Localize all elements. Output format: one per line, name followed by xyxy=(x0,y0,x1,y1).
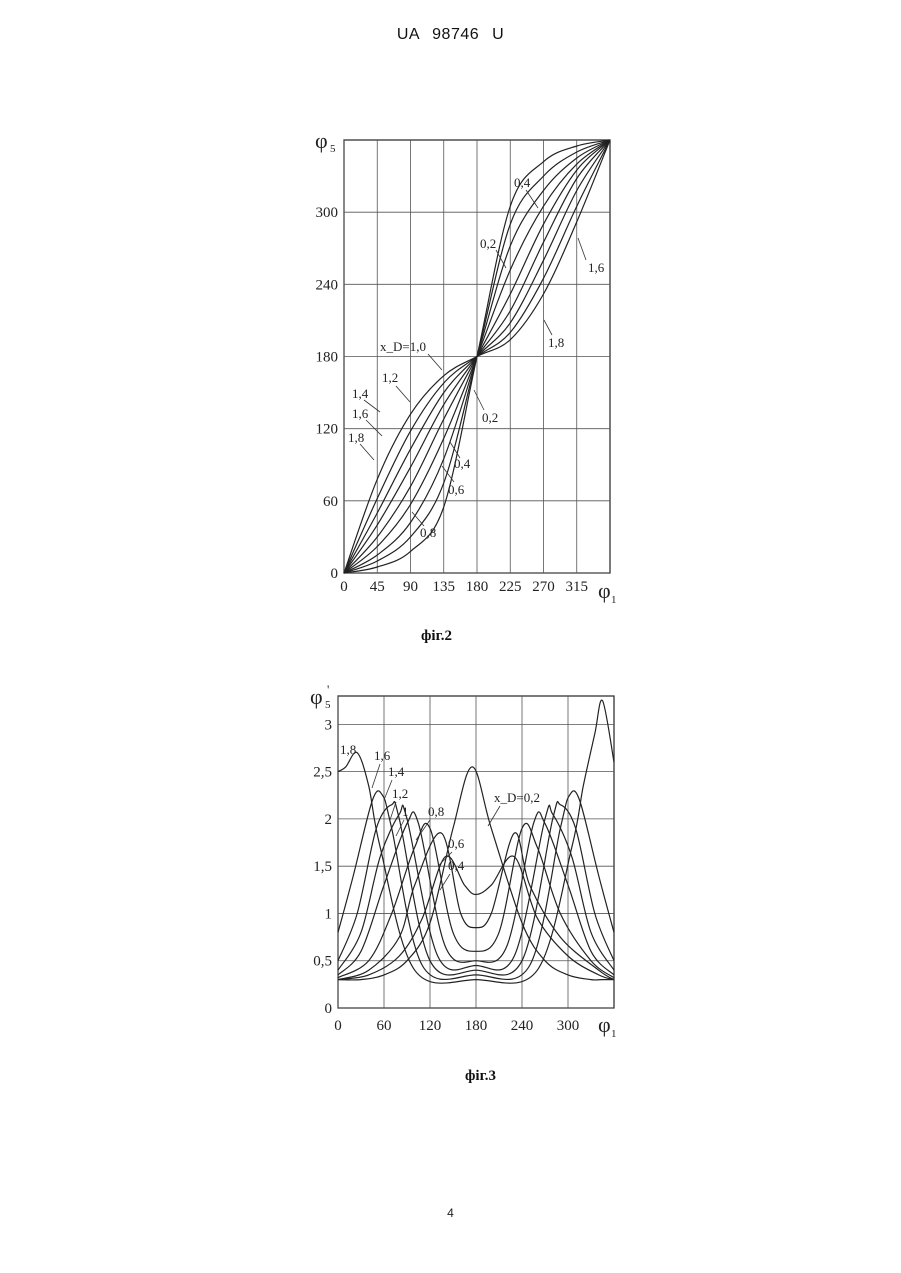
x-tick-label: 90 xyxy=(403,579,418,595)
curve-label-leader xyxy=(544,320,552,335)
curve-label-leader xyxy=(488,806,500,826)
figure-3-caption: фіг.3 xyxy=(30,1068,901,1085)
curve-label: 0,6 xyxy=(448,482,465,497)
figure-2-y-axis-symbol: φ xyxy=(315,128,328,153)
y-tick-label: 0 xyxy=(331,566,339,582)
x-tick-label: 240 xyxy=(511,1018,534,1034)
figure-2-x-axis-symbol: φ xyxy=(598,578,611,603)
y-tick-label: 2,5 xyxy=(313,765,332,781)
figure-3-x-axis-symbol: φ xyxy=(598,1012,611,1037)
page-number: 4 xyxy=(0,1206,901,1220)
curve-label: 1 xyxy=(402,804,409,819)
curve-label: 1,8 xyxy=(340,742,356,757)
x-tick-label: 180 xyxy=(466,579,489,595)
figure-3-y-axis-symbol: φ xyxy=(310,684,323,709)
curve-label-leader xyxy=(360,444,374,460)
curve-label: 1,8 xyxy=(548,335,564,350)
y-tick-label: 120 xyxy=(316,422,339,438)
curve-label-leader xyxy=(384,780,392,800)
curve-label: 1,2 xyxy=(382,370,398,385)
figure-2-svg: 0 45 90 135 180 225 270 315 0 60 120 180 240 300 0,4 0… xyxy=(300,120,630,610)
y-tick-label: 1 xyxy=(325,906,333,922)
x-tick-label: 120 xyxy=(419,1018,442,1034)
curve-label: 0,8 xyxy=(428,804,444,819)
figure-2-chart: 0 45 90 135 180 225 270 315 0 60 120 180 240 300 0,4 0… xyxy=(300,120,630,610)
y-tick-label: 2 xyxy=(325,812,333,828)
curve-label: 0,4 xyxy=(514,175,531,190)
curve-label: 0,8 xyxy=(420,525,436,540)
figure-2-caption: фіг.2 xyxy=(0,628,887,645)
curve-label: 1,8 xyxy=(348,430,364,445)
curve-label: 0,2 xyxy=(482,410,498,425)
x-tick-label: 135 xyxy=(433,579,456,595)
curve-label: x_D=1,0 xyxy=(380,339,426,354)
x-tick-label: 60 xyxy=(377,1018,392,1034)
x-tick-label: 0 xyxy=(340,579,348,595)
y-tick-label: 300 xyxy=(316,205,339,221)
curve-label: 0,6 xyxy=(448,836,465,851)
y-tick-label: 3 xyxy=(325,717,333,733)
curve-label: 1,6 xyxy=(374,748,391,763)
curve-label: 0,4 xyxy=(454,456,471,471)
x-tick-label: 0 xyxy=(334,1018,342,1034)
y-tick-label: 240 xyxy=(316,277,339,293)
y-tick-label: 1,5 xyxy=(313,859,332,875)
y-tick-label: 0 xyxy=(325,1001,333,1017)
curve-label-leader xyxy=(412,512,424,526)
curve-label: 1,6 xyxy=(588,260,605,275)
curve-label: 1,4 xyxy=(352,386,369,401)
curve-label-leader xyxy=(366,420,382,436)
curve-label: 0,4 xyxy=(448,858,465,873)
patent-header: UA 98746 U xyxy=(0,26,901,44)
curve-label: 1,4 xyxy=(388,764,405,779)
x-tick-label: 315 xyxy=(566,579,589,595)
figure-3-y-axis-prime: ' xyxy=(327,682,329,697)
y-tick-label: 0,5 xyxy=(313,954,332,970)
figure-3-x-axis-subscript: 1 xyxy=(611,1028,617,1040)
figure-3-svg: 0 60 120 180 240 300 0 0,5 1 1,5 2 2,5 3 1,8 1,61,4 1,… xyxy=(300,676,630,1048)
y-tick-label: 180 xyxy=(316,350,339,366)
x-tick-label: 225 xyxy=(499,579,522,595)
curve-label: x_D=0,2 xyxy=(494,790,540,805)
x-tick-label: 270 xyxy=(532,579,555,595)
curve-label: 1,2 xyxy=(392,786,408,801)
figure-2-y-axis-subscript: 5 xyxy=(330,143,336,155)
y-tick-label: 60 xyxy=(323,494,338,510)
curve-label-leader xyxy=(578,238,586,260)
x-tick-label: 300 xyxy=(557,1018,580,1034)
figure-3-chart: 0 60 120 180 240 300 0 0,5 1 1,5 2 2,5 3 1,8 1,61,4 1,… xyxy=(300,676,630,1048)
x-tick-label: 45 xyxy=(370,579,385,595)
curve-label-leader xyxy=(474,390,484,410)
curve-label: 0,2 xyxy=(480,236,496,251)
curve-label-leader xyxy=(396,386,410,402)
x-tick-label: 180 xyxy=(465,1018,488,1034)
figure-2-x-axis-subscript: 1 xyxy=(611,594,617,606)
figure-3-y-axis-subscript: 5 xyxy=(325,699,331,711)
curve-label: 1,6 xyxy=(352,406,369,421)
curve-label-leader xyxy=(372,764,380,788)
